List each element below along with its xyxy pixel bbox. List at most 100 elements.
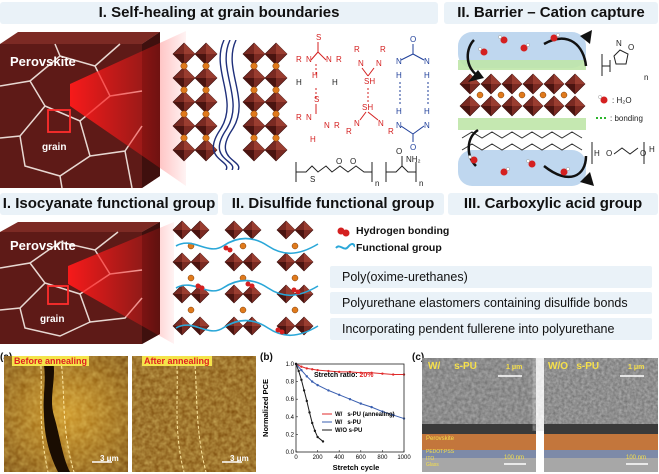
layer-pedot: PEDOT:PSS <box>426 449 455 455</box>
svg-text:R: R <box>296 113 302 122</box>
afm-before-annealing <box>4 356 128 472</box>
y-tick-label: 0.6 <box>286 397 295 403</box>
data-point-1 <box>370 405 373 409</box>
octahedron-left <box>194 114 218 138</box>
svg-text:H: H <box>424 71 430 80</box>
cation-sphere <box>250 86 258 94</box>
svg-text:O: O <box>336 157 342 166</box>
x-tick-label: 1000 <box>397 455 411 461</box>
svg-text:N: N <box>354 119 360 128</box>
cation-sphere <box>272 134 280 142</box>
before-annealing-label: Before annealing <box>12 356 90 366</box>
svg-text:N: N <box>376 59 382 68</box>
cation-sphere <box>202 86 210 94</box>
cation-sphere <box>291 242 299 250</box>
svg-text:n: n <box>419 179 423 188</box>
svg-text:N: N <box>616 39 622 48</box>
octahedra-lattice-top <box>172 40 288 170</box>
pce-stretch-chart: 0 200 400 600 800 1000 0.0 0.2 0.4 0.6 0.8 1.0 Stre… <box>261 362 411 472</box>
header-carboxylic: III. Carboxylic acid group <box>448 193 658 215</box>
cation-sphere <box>180 62 188 70</box>
data-point-0 <box>305 367 308 370</box>
svg-text:N: N <box>396 57 402 66</box>
octahedron-right <box>242 42 266 66</box>
y-tick-label: 0.4 <box>286 415 295 421</box>
svg-text:N: N <box>306 113 312 122</box>
sem-scale-top-right: 1 μm <box>628 364 645 371</box>
octahedron-mid <box>276 220 296 240</box>
octahedron-barrier <box>480 73 502 95</box>
octahedron-barrier <box>459 95 481 117</box>
cation-sphere <box>250 134 258 142</box>
octahedron-mid <box>242 252 262 272</box>
data-point-0 <box>381 372 384 375</box>
cation-sphere <box>497 91 505 99</box>
svg-text:H: H <box>332 78 338 87</box>
octahedron-barrier <box>522 95 544 117</box>
sem-cross-sections <box>422 358 658 472</box>
cation-sphere <box>291 274 299 282</box>
sem-scale-top-left: 1 μm <box>506 364 523 371</box>
data-point-2 <box>297 369 300 373</box>
data-point-0 <box>311 368 314 371</box>
data-point-2 <box>305 399 308 403</box>
octahedron-left <box>172 42 196 66</box>
data-point-1 <box>381 410 384 413</box>
layer-perovskite: Perovskite <box>426 436 455 442</box>
perovskite-label-top: Perovskite <box>10 54 76 69</box>
svg-text:N: N <box>324 121 330 130</box>
y-tick-label: 0.0 <box>286 450 295 456</box>
svg-text:N: N <box>396 121 402 130</box>
svg-text:S: S <box>314 95 319 104</box>
svg-text:H: H <box>396 71 402 80</box>
polymer-chain <box>224 40 240 170</box>
octahedron-barrier <box>543 73 565 95</box>
data-point-1 <box>359 402 362 405</box>
cation-sphere <box>202 134 210 142</box>
chart-frame <box>295 363 405 453</box>
data-point-2 <box>313 429 317 433</box>
data-point-2 <box>300 378 303 382</box>
octahedron-right <box>264 114 288 138</box>
svg-text:H: H <box>594 149 600 158</box>
octahedron-mid <box>190 316 210 336</box>
y-tick-label: 0.8 <box>286 380 295 386</box>
data-point-0 <box>338 370 341 374</box>
cation-sphere <box>187 274 195 282</box>
octahedron-mid <box>172 284 192 304</box>
svg-text:R: R <box>334 121 340 130</box>
octahedron-right <box>264 138 288 162</box>
stretch-ratio-annotation: Stretch ratio: 20% <box>314 372 374 379</box>
octahedron-mid <box>276 252 296 272</box>
octahedron-barrier <box>564 73 586 95</box>
legend-bonding: : bonding <box>610 114 643 123</box>
octahedron-mid <box>172 252 192 272</box>
svg-text:n: n <box>644 73 648 82</box>
data-point-0 <box>348 370 352 374</box>
legend-functional-group: Functional group <box>356 242 442 254</box>
svg-text:N: N <box>358 59 364 68</box>
cation-sphere <box>202 110 210 118</box>
svg-text:R: R <box>354 45 360 54</box>
cation-sphere <box>250 62 258 70</box>
svg-text:R: R <box>346 127 352 136</box>
svg-text:N: N <box>306 55 312 64</box>
data-point-0 <box>300 365 303 368</box>
cation-sphere <box>187 306 195 314</box>
svg-text:H: H <box>424 107 430 116</box>
x-tick-label: 800 <box>377 455 388 461</box>
svg-text:O: O <box>396 147 402 156</box>
octahedron-left <box>172 138 196 162</box>
cation-sphere <box>239 306 247 314</box>
svg-text:O: O <box>410 35 416 44</box>
panel-b-tag: (b) <box>260 352 273 363</box>
svg-text:N: N <box>424 57 430 66</box>
octahedron-mid <box>224 220 244 240</box>
octahedron-mid <box>172 220 192 240</box>
svg-text:O: O <box>628 43 634 52</box>
option-pendent-fullerene: Incorporating pendent fullerene into pol… <box>330 318 652 340</box>
svg-text:R: R <box>296 55 302 64</box>
octahedron-left <box>172 114 196 138</box>
octahedron-mid <box>224 252 244 272</box>
svg-text:O: O <box>606 149 612 158</box>
